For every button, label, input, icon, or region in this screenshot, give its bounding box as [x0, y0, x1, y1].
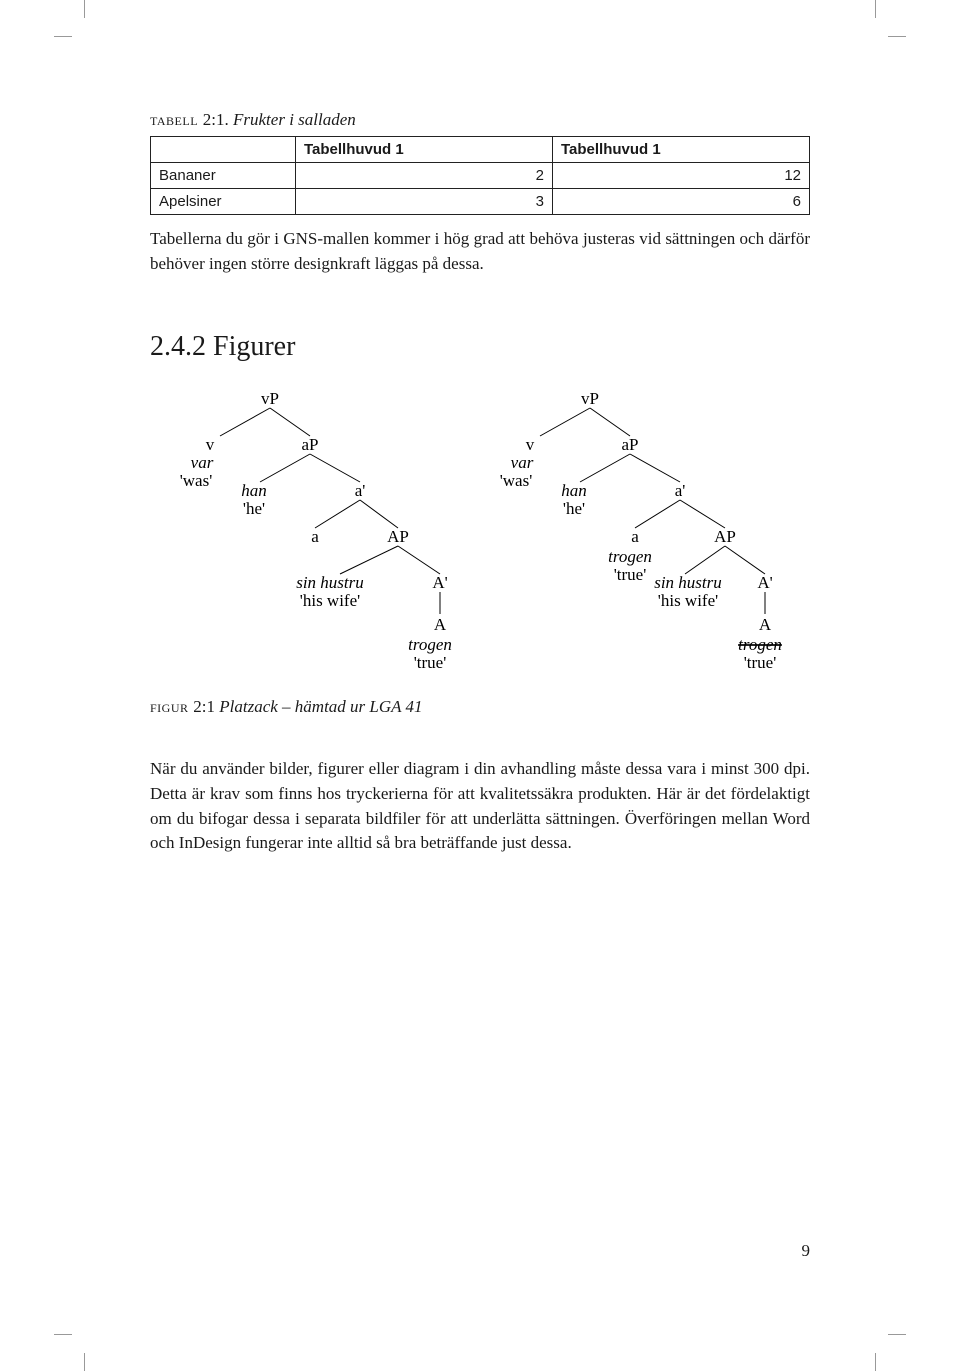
svg-text:A: A: [434, 615, 447, 634]
row-value: 6: [552, 189, 809, 215]
figure-description: När du använder bilder, figurer eller di…: [150, 757, 810, 856]
row-value: 2: [295, 163, 552, 189]
figure-caption: figur 2:1 Platzack – hämtad ur LGA 41: [150, 697, 810, 717]
table-header-2: Tabellhuvud 1: [552, 137, 809, 163]
svg-text:AP: AP: [714, 527, 736, 546]
svg-text:sin hustru: sin hustru: [296, 573, 364, 592]
page-content: tabell 2:1. Frukter i salladen Tabellhuv…: [150, 110, 810, 873]
table-caption-prefix: tabell: [150, 110, 203, 129]
svg-text:trogen: trogen: [608, 547, 652, 566]
table-caption-number: 2:1: [203, 110, 225, 129]
svg-text:'true': 'true': [614, 565, 647, 584]
fruit-table: Tabellhuvud 1 Tabellhuvud 1 Bananer 2 12…: [150, 136, 810, 215]
row-value: 12: [552, 163, 809, 189]
table-header-1: Tabellhuvud 1: [295, 137, 552, 163]
svg-text:sin hustru: sin hustru: [654, 573, 722, 592]
svg-text:'his wife': 'his wife': [658, 591, 718, 610]
svg-text:A': A': [757, 573, 772, 592]
svg-text:han: han: [561, 481, 587, 500]
syntax-trees: vP v var 'was' aP han 'he' a' a: [150, 388, 790, 678]
svg-text:vP: vP: [581, 389, 599, 408]
table-header-empty: [151, 137, 296, 163]
svg-text:a: a: [631, 527, 639, 546]
svg-text:var: var: [191, 453, 214, 472]
svg-text:A: A: [759, 615, 772, 634]
table-caption-sep: .: [225, 110, 234, 129]
table-header-row: Tabellhuvud 1 Tabellhuvud 1: [151, 137, 810, 163]
table-caption: tabell 2:1. Frukter i salladen: [150, 110, 810, 130]
row-label: Bananer: [151, 163, 296, 189]
svg-text:'he': 'he': [243, 499, 265, 518]
svg-text:A': A': [432, 573, 447, 592]
svg-text:aP: aP: [302, 435, 319, 454]
svg-text:'was': 'was': [180, 471, 213, 490]
figure-caption-title: Platzack – hämtad ur LGA 41: [219, 697, 422, 716]
svg-text:a': a': [355, 481, 366, 500]
svg-text:'was': 'was': [500, 471, 533, 490]
svg-text:'he': 'he': [563, 499, 585, 518]
table-row: Bananer 2 12: [151, 163, 810, 189]
svg-text:AP: AP: [387, 527, 409, 546]
section-heading: 2.4.2 Figurer: [150, 331, 810, 363]
row-label: Apelsiner: [151, 189, 296, 215]
svg-text:a': a': [675, 481, 686, 500]
svg-text:trogen: trogen: [738, 635, 782, 654]
table-description: Tabellerna du gör i GNS-mallen kommer i …: [150, 227, 810, 276]
svg-text:'true': 'true': [744, 653, 777, 672]
table-row: Apelsiner 3 6: [151, 189, 810, 215]
svg-text:a: a: [311, 527, 319, 546]
svg-text:v: v: [526, 435, 535, 454]
svg-text:han: han: [241, 481, 267, 500]
page-number: 9: [802, 1241, 811, 1261]
svg-text:'true': 'true': [414, 653, 447, 672]
svg-text:aP: aP: [622, 435, 639, 454]
row-value: 3: [295, 189, 552, 215]
svg-text:trogen: trogen: [408, 635, 452, 654]
svg-text:v: v: [206, 435, 215, 454]
figure: vP v var 'was' aP han 'he' a' a: [150, 388, 810, 717]
svg-text:vP: vP: [261, 389, 279, 408]
table-caption-title: Frukter i salladen: [233, 110, 356, 129]
figure-caption-number: 2:1: [193, 697, 215, 716]
figure-caption-prefix: figur: [150, 697, 193, 716]
svg-text:var: var: [511, 453, 534, 472]
svg-text:'his wife': 'his wife': [300, 591, 360, 610]
